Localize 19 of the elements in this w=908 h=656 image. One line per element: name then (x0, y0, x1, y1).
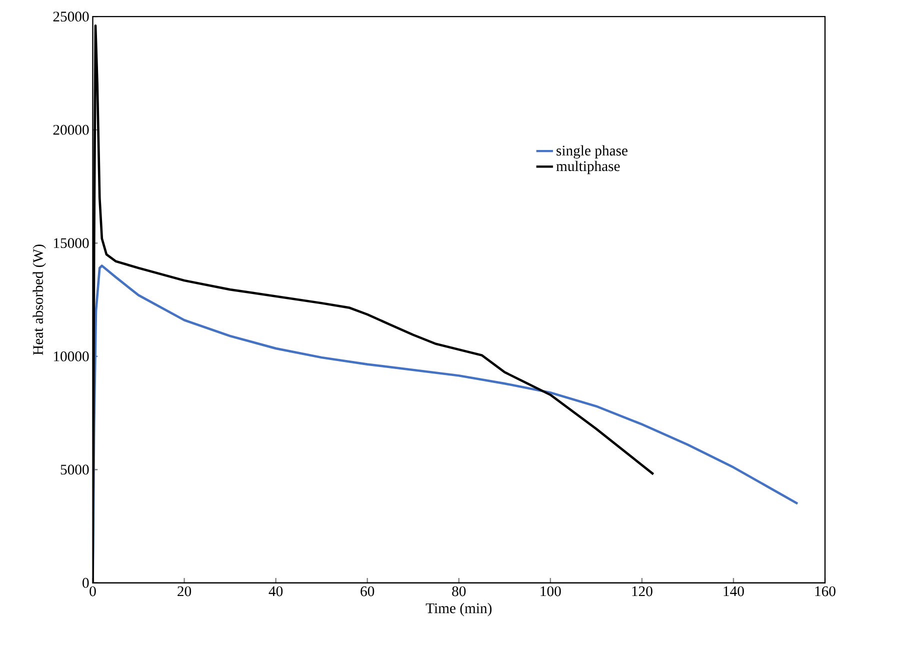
y-tick-label: 0 (82, 578, 89, 588)
y-tick-label: 5000 (60, 464, 89, 475)
x-tick-label: 160 (815, 586, 836, 596)
x-axis-title: Time (min) (426, 602, 492, 616)
legend-label: single phase (556, 145, 628, 159)
x-tick-label: 20 (178, 586, 192, 596)
legend-label: multiphase (556, 160, 620, 174)
y-tick-label: 20000 (53, 124, 89, 135)
x-tick-label: 60 (360, 586, 374, 596)
y-axis-title: Heat absorbed (W) (32, 244, 46, 355)
y-tick-label: 10000 (54, 351, 89, 362)
y-tick-label: 25000 (53, 12, 89, 22)
x-tick-label: 140 (724, 586, 744, 596)
x-tick-label: 100 (540, 586, 561, 596)
x-tick-label: 0 (90, 586, 96, 596)
y-tick-label: 15000 (54, 238, 89, 248)
x-tick-label: 40 (268, 586, 283, 596)
x-tick-label: 120 (632, 586, 652, 596)
x-tick-label: 80 (452, 586, 466, 596)
